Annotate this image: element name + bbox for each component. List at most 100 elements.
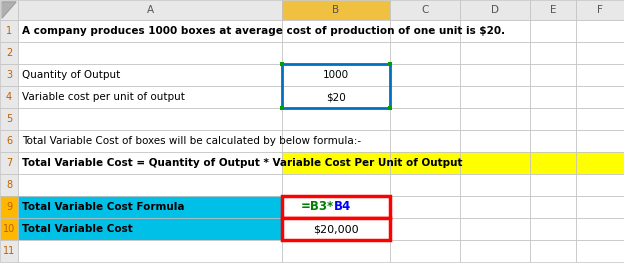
Bar [388, 106, 392, 110]
Bar [576, 86, 624, 108]
Text: 5: 5 [6, 114, 12, 124]
Bar [460, 108, 530, 130]
Bar [282, 240, 390, 262]
Bar [390, 0, 460, 20]
Bar [18, 152, 282, 174]
Text: 8: 8 [6, 180, 12, 190]
Bar [282, 218, 390, 240]
Text: $20: $20 [326, 92, 346, 102]
Text: Total Variable Cost of boxes will be calculated by below formula:-: Total Variable Cost of boxes will be cal… [22, 136, 361, 146]
Bar [460, 240, 530, 262]
Text: Variable cost per unit of output: Variable cost per unit of output [22, 92, 185, 102]
Text: 9: 9 [6, 202, 12, 212]
Bar [390, 174, 460, 196]
Bar [282, 86, 390, 108]
Text: A company produces 1000 boxes at average cost of production of one unit is $20.: A company produces 1000 boxes at average… [22, 26, 505, 36]
Bar [530, 130, 576, 152]
Bar [0, 64, 18, 86]
Text: $20,000: $20,000 [313, 224, 359, 234]
Bar [390, 20, 460, 42]
Text: =B3*: =B3* [301, 200, 334, 214]
Bar [576, 130, 624, 152]
Bar [576, 42, 624, 64]
Text: Total Variable Cost: Total Variable Cost [22, 224, 133, 234]
Bar [282, 42, 390, 64]
Text: 6: 6 [6, 136, 12, 146]
Text: C: C [421, 5, 429, 15]
Text: Quantity of Output: Quantity of Output [22, 70, 120, 80]
Bar [0, 0, 18, 20]
Bar [460, 174, 530, 196]
Text: 1: 1 [6, 26, 12, 36]
Bar [282, 64, 390, 86]
Text: D: D [491, 5, 499, 15]
Bar [0, 86, 18, 108]
Text: E: E [550, 5, 556, 15]
Bar [460, 20, 530, 42]
Bar [18, 86, 282, 108]
Bar [576, 64, 624, 86]
Bar [576, 196, 624, 218]
Bar [390, 152, 460, 174]
Bar [530, 0, 576, 20]
Bar [576, 152, 624, 174]
Bar [530, 196, 576, 218]
Bar [18, 196, 282, 218]
Bar [460, 86, 530, 108]
Text: 3: 3 [6, 70, 12, 80]
Bar [282, 130, 390, 152]
Bar [282, 152, 390, 174]
Bar [0, 240, 18, 262]
Bar [390, 64, 460, 86]
Bar [18, 130, 282, 152]
Text: 7: 7 [6, 158, 12, 168]
Text: Total Variable Cost Formula: Total Variable Cost Formula [22, 202, 185, 212]
Bar [18, 64, 282, 86]
Bar [282, 20, 390, 42]
Bar [282, 218, 390, 240]
Bar [460, 42, 530, 64]
Bar [390, 218, 460, 240]
Bar [280, 62, 284, 66]
Text: F: F [597, 5, 603, 15]
Bar [390, 130, 460, 152]
Bar [530, 218, 576, 240]
Bar [18, 240, 282, 262]
Polygon shape [2, 2, 16, 18]
Bar [282, 196, 390, 218]
Bar [0, 108, 18, 130]
Text: 4: 4 [6, 92, 12, 102]
Bar [0, 42, 18, 64]
Bar [460, 0, 530, 20]
Text: 2: 2 [6, 48, 12, 58]
Bar [530, 152, 576, 174]
Text: 1000: 1000 [323, 70, 349, 80]
Bar [0, 20, 18, 42]
Text: B: B [333, 5, 339, 15]
Bar [460, 196, 530, 218]
Bar [18, 174, 282, 196]
Bar [530, 64, 576, 86]
Bar [530, 240, 576, 262]
Bar [18, 42, 282, 64]
Bar [460, 64, 530, 86]
Bar [530, 174, 576, 196]
Bar [390, 196, 460, 218]
Bar [460, 152, 530, 174]
Bar [390, 240, 460, 262]
Text: 10: 10 [3, 224, 15, 234]
Bar [282, 0, 390, 20]
Bar [0, 218, 18, 240]
Bar [0, 130, 18, 152]
Text: B4: B4 [334, 200, 351, 214]
Bar [390, 42, 460, 64]
Bar [576, 0, 624, 20]
Bar [460, 130, 530, 152]
Bar [0, 152, 18, 174]
Bar [530, 86, 576, 108]
Bar [460, 218, 530, 240]
Text: 11: 11 [3, 246, 15, 256]
Bar [282, 64, 390, 108]
Bar [18, 218, 282, 240]
Bar [576, 218, 624, 240]
